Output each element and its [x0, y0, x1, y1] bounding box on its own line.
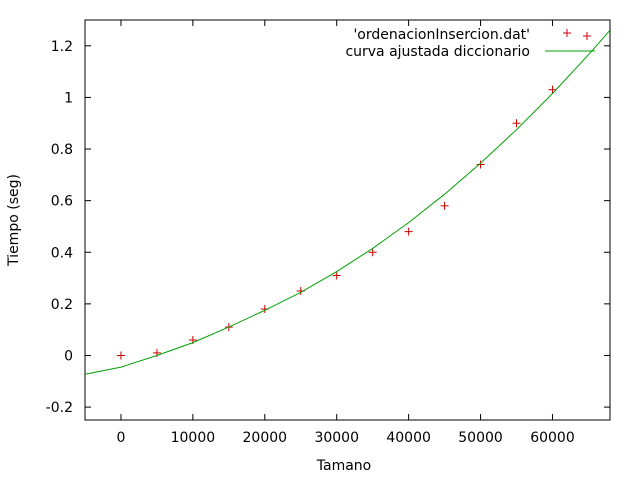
y-axis-label: Tiempo (seg): [6, 174, 22, 267]
y-tick-label: -0.2: [46, 400, 73, 416]
x-tick-label: 10000: [171, 430, 216, 446]
y-tick-label: 0.2: [51, 297, 73, 313]
legend-sample-points: [563, 29, 591, 40]
y-tick-label: 0.4: [51, 245, 73, 261]
legend-marker: [563, 29, 571, 37]
x-axis-label: Tamano: [316, 458, 371, 474]
x-tick-label: 40000: [386, 430, 431, 446]
legend-label-points: 'ordenacionInsercion.dat': [353, 27, 530, 43]
series-layer: [85, 29, 610, 375]
axis-ticks: 0 10000 20000 30000 40000 50000 60000 -0.2 0 0.2 0…: [46, 20, 610, 446]
x-tick-label: 0: [116, 430, 125, 446]
legend-label-curve: curva ajustada diccionario: [345, 44, 530, 60]
data-point: [404, 227, 413, 236]
data-point: [440, 201, 449, 210]
plot-frame: [84, 19, 611, 421]
y-tick-label: 0.8: [51, 142, 73, 158]
data-point: [548, 85, 557, 94]
x-tick-label: 30000: [314, 430, 359, 446]
fitted-curve-line: [85, 29, 610, 375]
x-tick-label: 20000: [243, 430, 288, 446]
y-tick-label: 1: [64, 90, 73, 106]
data-point: [476, 160, 485, 169]
data-point: [368, 248, 377, 257]
x-tick-label: 50000: [458, 430, 503, 446]
legend: 'ordenacionInsercion.dat' curva ajustada…: [345, 27, 595, 60]
data-point: [116, 351, 125, 360]
x-tick-label: 60000: [530, 430, 575, 446]
y-tick-label: 1.2: [51, 39, 73, 55]
y-tick-label: 0: [64, 348, 73, 364]
y-tick-label: 0.6: [51, 194, 73, 210]
data-point: [332, 271, 341, 280]
legend-marker: [583, 32, 591, 40]
data-point: [512, 119, 521, 128]
